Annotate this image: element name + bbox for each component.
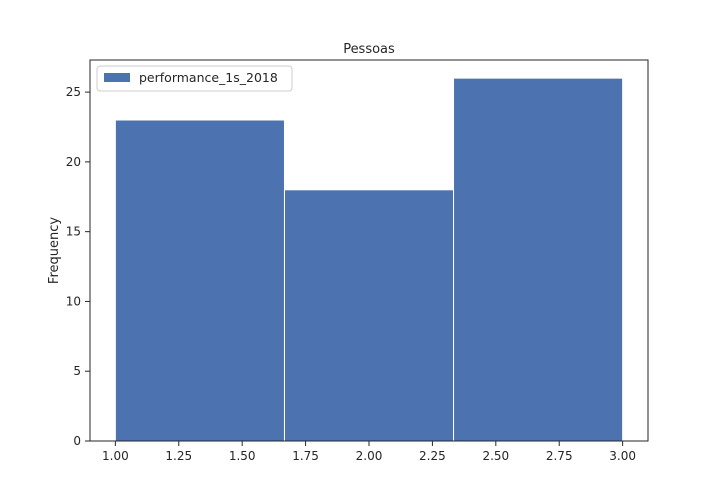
chart-title: Pessoas <box>343 42 395 57</box>
x-tick-label: 1.25 <box>165 449 192 463</box>
histogram-bar-2 <box>283 189 455 442</box>
bars-group <box>114 77 624 442</box>
y-tick-label: 10 <box>66 294 81 308</box>
y-tick-label: 20 <box>66 155 81 169</box>
x-tick-label: 1.00 <box>102 449 129 463</box>
histogram-bar-1 <box>114 119 285 442</box>
y-tick-label: 5 <box>73 364 81 378</box>
legend-swatch <box>104 73 130 82</box>
x-axis: 1.00 1.25 1.50 1.75 2.00 2.25 2.50 2.75 3.00 <box>102 441 636 463</box>
y-axis-label: Frequency <box>47 217 62 284</box>
y-tick-label: 15 <box>66 225 81 239</box>
x-tick-label: 1.75 <box>292 449 319 463</box>
x-tick-label: 2.25 <box>419 449 446 463</box>
x-tick-label: 3.00 <box>609 449 636 463</box>
x-tick-label: 1.50 <box>229 449 256 463</box>
histogram-bar-3 <box>453 77 624 442</box>
x-tick-label: 2.50 <box>482 449 509 463</box>
y-axis: 0 5 10 15 20 25 <box>66 85 90 448</box>
legend-box <box>96 65 293 92</box>
x-tick-label: 2.75 <box>546 449 573 463</box>
legend-label: performance_1s_2018 <box>139 70 278 85</box>
legend: performance_1s_2018 <box>96 65 293 92</box>
y-tick-label: 25 <box>66 85 81 99</box>
x-tick-label: 2.00 <box>356 449 383 463</box>
y-tick-label: 0 <box>73 434 81 448</box>
